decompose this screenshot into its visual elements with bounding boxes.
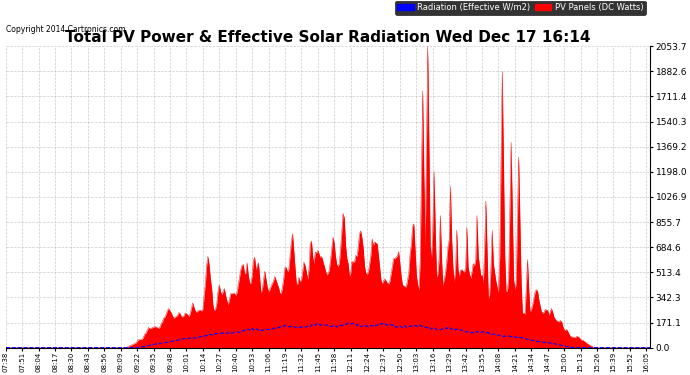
Legend: Radiation (Effective W/m2), PV Panels (DC Watts): Radiation (Effective W/m2), PV Panels (D… bbox=[395, 1, 646, 15]
Text: Copyright 2014 Cartronics.com: Copyright 2014 Cartronics.com bbox=[6, 25, 126, 34]
Title: Total PV Power & Effective Solar Radiation Wed Dec 17 16:14: Total PV Power & Effective Solar Radiati… bbox=[65, 30, 591, 45]
